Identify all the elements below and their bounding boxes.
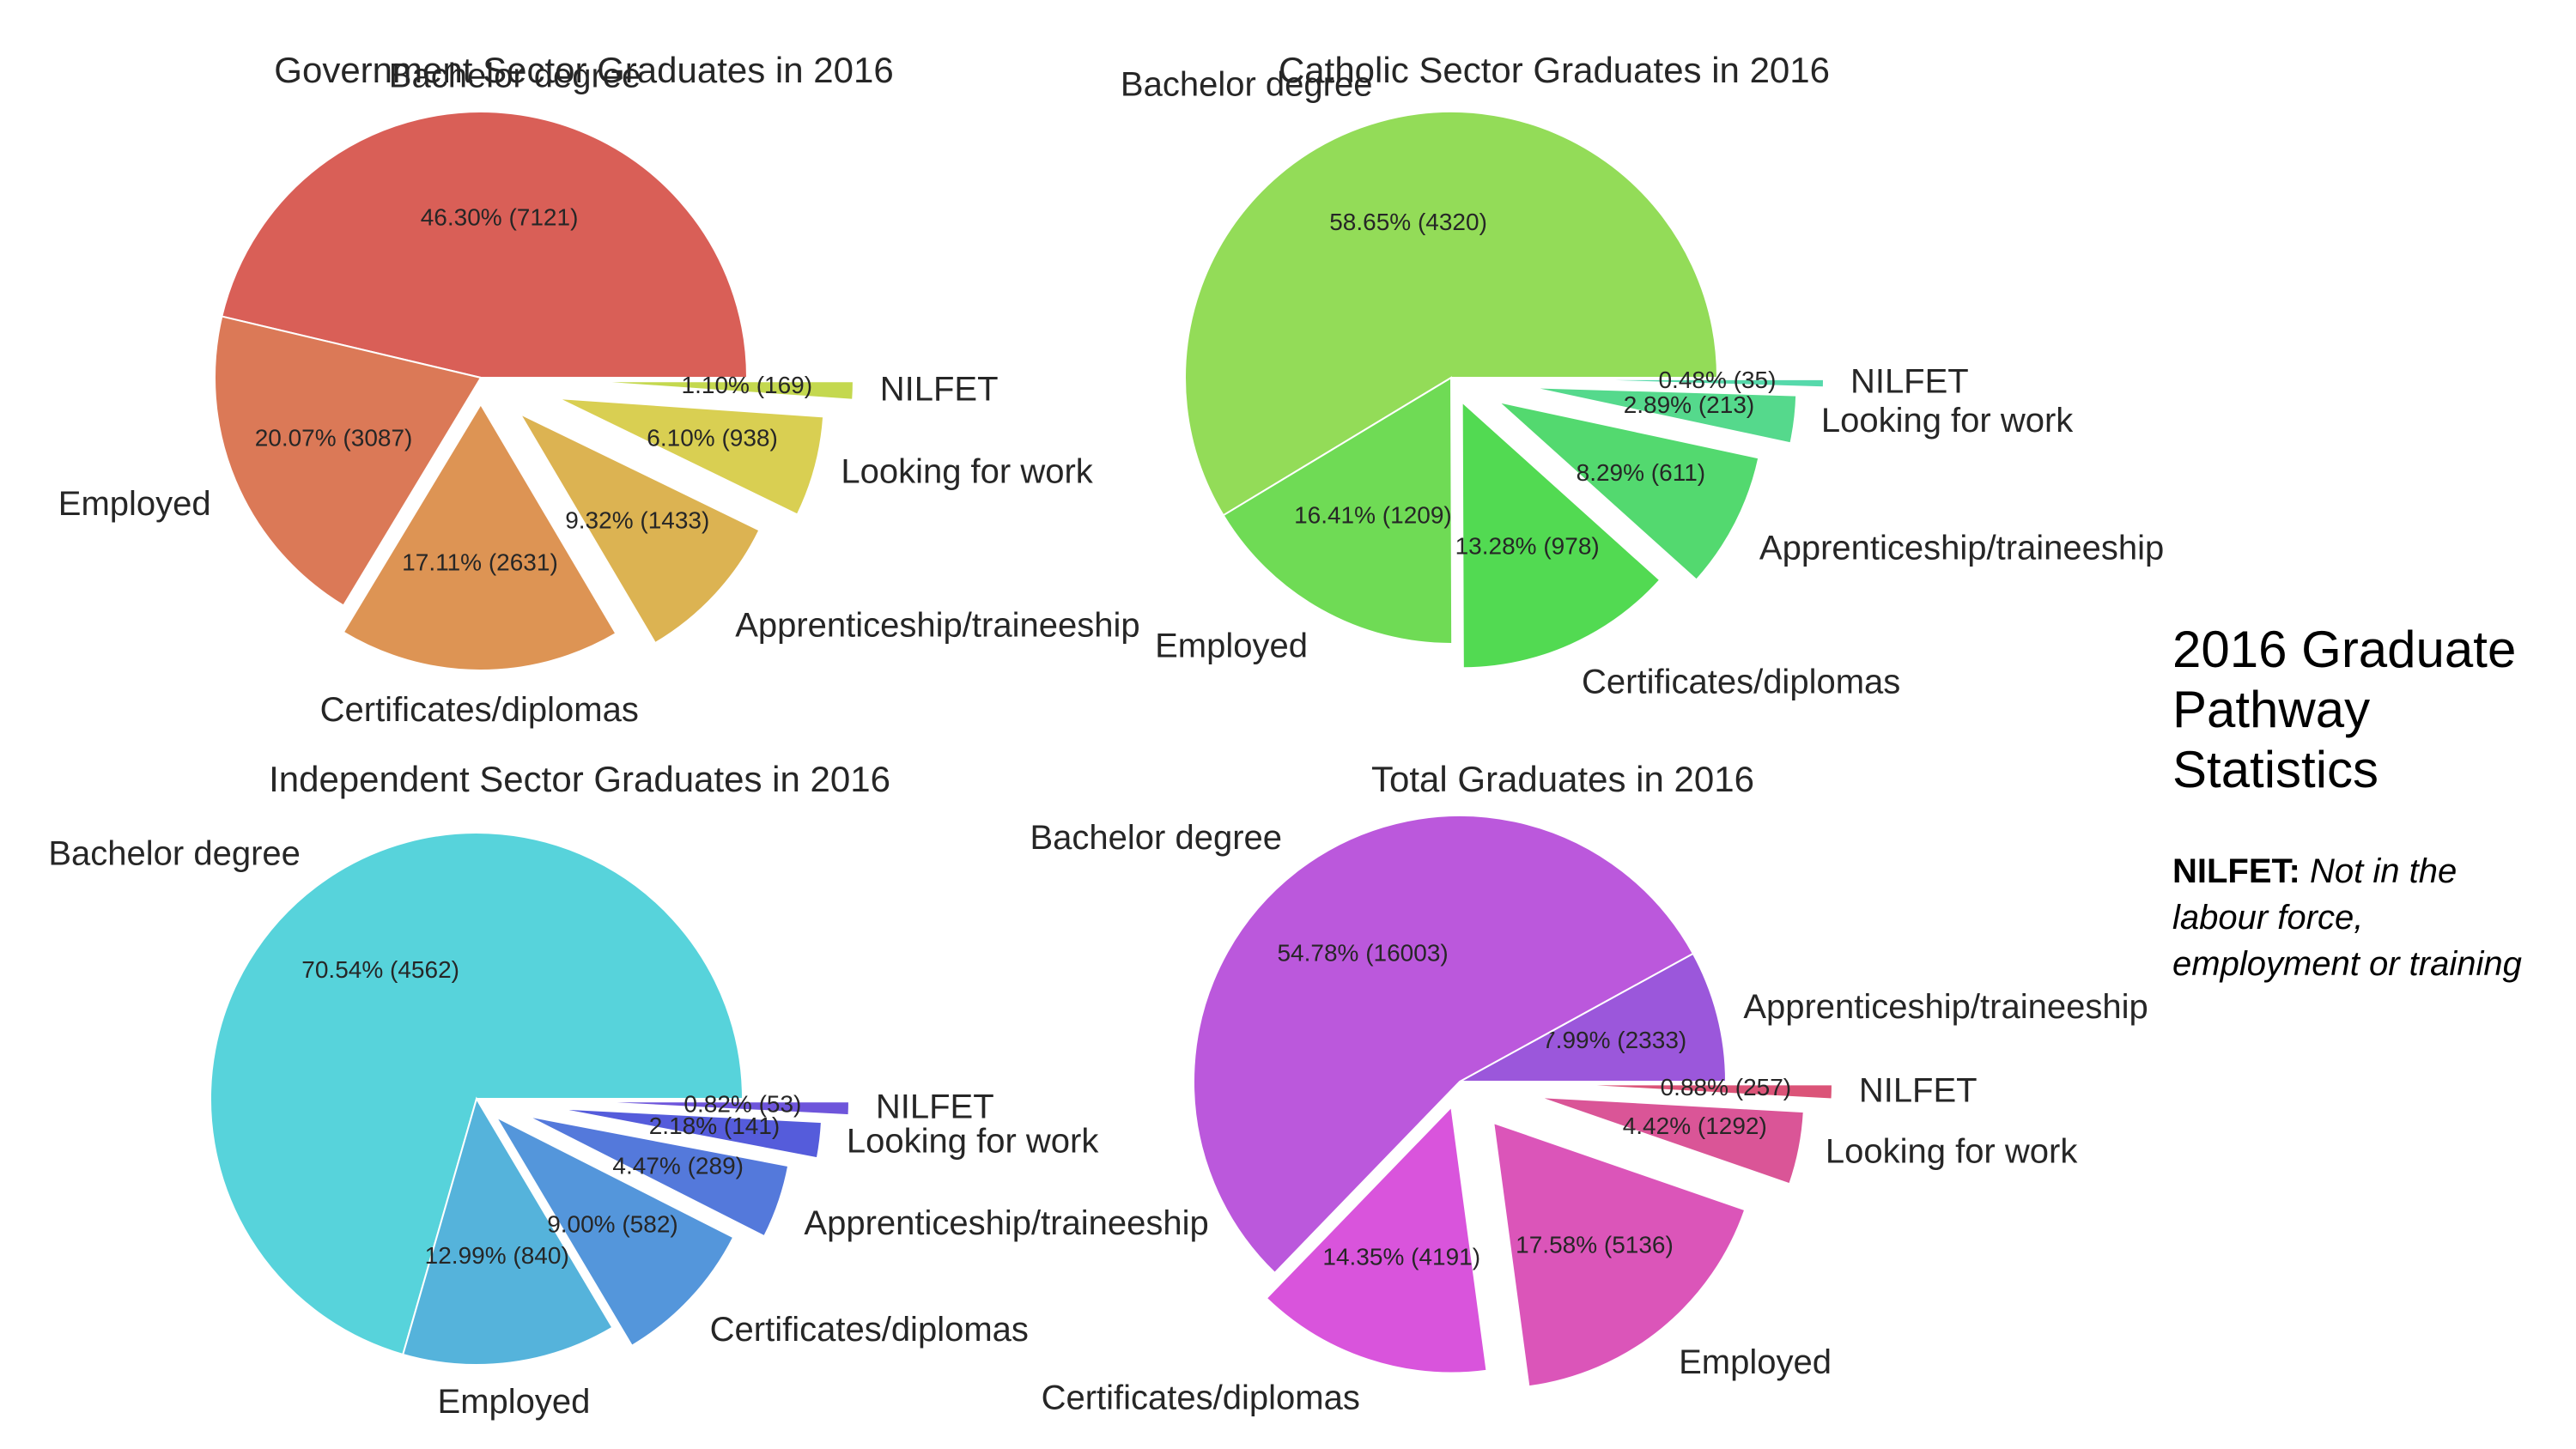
slice-label-bachelor-degree: Bachelor degree [1030,819,1282,857]
pct-label-employed: 20.07% (3087) [255,424,413,451]
pie-slice-bachelor-degree [1192,815,1695,1275]
slice-label-employed: Employed [438,1383,591,1421]
pct-label-bachelor-degree: 70.54% (4562) [301,956,459,983]
pct-label-employed: 17.58% (5136) [1516,1231,1674,1258]
slice-label-employed: Employed [1679,1343,1832,1381]
pie-slice-certificates-diplomas [494,1114,735,1348]
pie-slice-employed [214,315,483,607]
slice-label-nilfet: NILFET [880,371,999,409]
pct-label-bachelor-degree: 46.30% (7121) [421,204,579,231]
nilfet-definition-line: Not in the [2310,852,2458,890]
slice-label-looking-for-work: Looking for work [1826,1132,2078,1170]
slice-label-bachelor-degree: Bachelor degree [1121,66,1373,104]
side-title-line: 2016 Graduate [2172,621,2517,678]
pct-label-nilfet: 0.48% (35) [1658,367,1776,393]
pct-label-certificates-diplomas: 13.28% (978) [1455,532,1600,559]
nilfet-definition: NILFET: Not in the labour force, employm… [2172,848,2576,987]
side-panel: 2016 Graduate Pathway Statistics NILFET:… [2172,620,2576,987]
slice-label-employed: Employed [1155,627,1308,664]
chart-title: Independent Sector Graduates in 2016 [269,759,890,799]
nilfet-definition-line: labour force, [2172,899,2364,937]
slice-label-looking-for-work: Looking for work [841,452,1093,490]
chart-title: Total Graduates in 2016 [1371,759,1754,799]
slice-label-apprenticeship-traineeship: Apprenticeship/traineeship [1743,988,2148,1026]
pie-slice-apprenticeship-traineeship [518,411,761,645]
pie-slice-apprenticeship-traineeship [526,1115,790,1238]
pct-label-employed: 16.41% (1209) [1294,502,1452,529]
chart-title: Catholic Sector Graduates in 2016 [1279,50,1830,90]
slice-label-bachelor-degree: Bachelor degree [389,57,641,94]
slice-label-nilfet: NILFET [1850,363,1969,401]
pct-label-apprenticeship-traineeship: 9.32% (1433) [565,507,709,534]
pct-label-apprenticeship-traineeship: 8.29% (611) [1577,459,1705,486]
pie-slice-looking-for-work [557,397,825,516]
slice-label-nilfet: NILFET [1859,1071,1978,1109]
government-sector-pie: Government Sector Graduates in 2016 46.30… [58,50,1140,729]
pie-slice-apprenticeship-traineeship [1459,952,1728,1082]
pct-label-certificates-diplomas: 17.11% (2631) [402,549,558,575]
side-panel-title: 2016 Graduate Pathway Statistics [2172,620,2576,800]
pie-slice-nilfet [1557,378,1825,389]
slice-label-certificates-diplomas: Certificates/diplomas [710,1311,1029,1349]
slice-label-nilfet: NILFET [876,1088,994,1126]
pie-slice-nilfet [582,1100,850,1117]
pct-label-nilfet: 0.88% (257) [1661,1074,1792,1100]
pct-label-bachelor-degree: 54.78% (16003) [1277,940,1448,967]
pie-slice-certificates-diplomas [1461,400,1662,670]
pie-slice-employed [402,1096,614,1366]
pct-label-looking-for-work: 2.18% (141) [649,1113,781,1139]
pie-slice-employed [1222,376,1454,645]
pie-slice-nilfet [1565,1083,1833,1100]
pie-slice-certificates-diplomas [1265,1105,1488,1374]
pct-label-employed: 12.99% (840) [425,1242,569,1269]
pie-slice-nilfet [586,380,854,401]
chart-title: Government Sector Graduates in 2016 [274,50,893,90]
pct-label-apprenticeship-traineeship: 7.99% (2333) [1542,1027,1686,1053]
slice-label-apprenticeship-traineeship: Apprenticeship/traineeship [735,606,1139,644]
pct-label-nilfet: 1.10% (169) [682,372,813,398]
slice-label-apprenticeship-traineeship: Apprenticeship/traineeship [1759,529,2164,567]
side-title-line: Statistics [2172,741,2379,798]
pie-slice-looking-for-work [1537,1095,1805,1185]
nilfet-term: NILFET: [2172,852,2300,890]
pie-slice-bachelor-degree [221,111,749,379]
pct-label-bachelor-degree: 58.65% (4320) [1329,209,1487,235]
pie-slice-looking-for-work [1530,386,1798,445]
slice-label-looking-for-work: Looking for work [1821,402,2074,440]
pct-label-looking-for-work: 6.10% (938) [647,424,778,451]
slice-label-certificates-diplomas: Certificates/diplomas [1582,664,1900,701]
pie-slice-bachelor-degree [1184,111,1719,517]
pct-label-looking-for-work: 2.89% (213) [1624,391,1755,418]
slice-label-employed: Employed [58,485,211,523]
side-title-line: Pathway [2172,681,2371,738]
slice-label-certificates-diplomas: Certificates/diplomas [320,691,639,729]
nilfet-definition-line: employment or training [2172,945,2522,983]
independent-sector-pie: Independent Sector Graduates in 2016 70.5… [48,759,1208,1421]
catholic-sector-pie: Catholic Sector Graduates in 2016 58.65% … [1121,50,2164,701]
pie-slice-bachelor-degree [210,832,744,1356]
slice-label-bachelor-degree: Bachelor degree [48,835,301,873]
pct-label-looking-for-work: 4.42% (1292) [1623,1113,1767,1139]
pct-label-certificates-diplomas: 9.00% (582) [547,1211,678,1238]
pct-label-nilfet: 0.82% (53) [683,1090,801,1117]
slice-label-certificates-diplomas: Certificates/diplomas [1042,1379,1360,1416]
pie-slice-certificates-diplomas [342,403,617,671]
pie-slice-looking-for-work [556,1107,823,1160]
total-graduates-pie: Total Graduates in 2016 7.99% (2333) Appre… [1030,759,2148,1416]
pct-label-apprenticeship-traineeship: 4.47% (289) [612,1153,744,1179]
slice-label-apprenticeship-traineeship: Apprenticeship/traineeship [804,1204,1208,1242]
slice-label-looking-for-work: Looking for work [847,1123,1099,1161]
pie-slice-apprenticeship-traineeship [1495,400,1760,581]
pct-label-certificates-diplomas: 14.35% (4191) [1322,1244,1480,1270]
pie-slice-employed [1492,1121,1747,1388]
